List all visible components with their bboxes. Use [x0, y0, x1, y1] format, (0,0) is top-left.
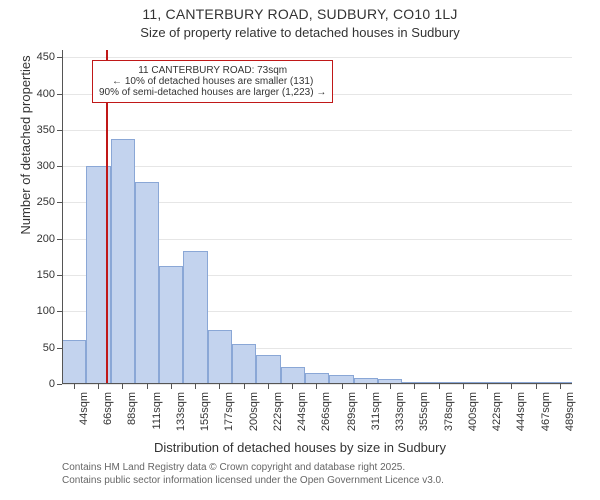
x-tick — [292, 384, 293, 389]
x-tick-label: 333sqm — [394, 392, 406, 438]
y-tick-label: 150 — [27, 269, 55, 281]
x-tick-label: 177sqm — [223, 392, 235, 438]
gridline — [62, 57, 572, 58]
x-tick — [439, 384, 440, 389]
histogram-bar — [232, 344, 256, 384]
x-tick-label: 244sqm — [296, 392, 308, 438]
x-tick-label: 422sqm — [491, 392, 503, 438]
chart-container: 11, CANTERBURY ROAD, SUDBURY, CO10 1LJ S… — [0, 0, 600, 500]
x-tick-label: 133sqm — [175, 392, 187, 438]
x-tick-label: 88sqm — [126, 392, 138, 438]
x-tick — [98, 384, 99, 389]
x-tick — [511, 384, 512, 389]
y-tick-label: 350 — [27, 124, 55, 136]
footer-line-1: Contains HM Land Registry data © Crown c… — [62, 462, 405, 473]
x-tick-label: 200sqm — [248, 392, 260, 438]
histogram-bar — [281, 367, 305, 384]
y-tick-label: 100 — [27, 305, 55, 317]
x-tick — [147, 384, 148, 389]
histogram-bar — [256, 355, 280, 384]
x-tick-label: 66sqm — [102, 392, 114, 438]
x-tick — [316, 384, 317, 389]
footer-line-2: Contains public sector information licen… — [62, 475, 444, 486]
y-tick-label: 450 — [27, 51, 55, 63]
y-axis-label: Number of detached properties — [18, 0, 33, 312]
x-tick-label: 266sqm — [320, 392, 332, 438]
x-tick — [219, 384, 220, 389]
x-tick — [487, 384, 488, 389]
x-tick — [342, 384, 343, 389]
x-tick — [122, 384, 123, 389]
callout-line: 11 CANTERBURY ROAD: 73sqm — [99, 65, 326, 76]
plot-area: 11 CANTERBURY ROAD: 73sqm← 10% of detach… — [62, 50, 572, 384]
x-tick — [268, 384, 269, 389]
x-tick-label: 400sqm — [467, 392, 479, 438]
x-tick — [366, 384, 367, 389]
x-tick-label: 222sqm — [272, 392, 284, 438]
y-tick-label: 50 — [27, 342, 55, 354]
histogram-bar — [135, 182, 159, 384]
x-tick-label: 467sqm — [540, 392, 552, 438]
x-tick-label: 155sqm — [199, 392, 211, 438]
histogram-bar — [183, 251, 207, 384]
x-tick-label: 311sqm — [370, 392, 382, 438]
x-tick-label: 44sqm — [78, 392, 90, 438]
x-tick — [195, 384, 196, 389]
y-tick-label: 250 — [27, 196, 55, 208]
callout-line: ← 10% of detached houses are smaller (13… — [99, 76, 326, 87]
x-tick-label: 355sqm — [418, 392, 430, 438]
x-tick-label: 444sqm — [515, 392, 527, 438]
callout-line: 90% of semi-detached houses are larger (… — [99, 87, 326, 98]
histogram-bar — [62, 340, 86, 384]
x-tick — [414, 384, 415, 389]
y-tick — [57, 384, 62, 385]
callout-box: 11 CANTERBURY ROAD: 73sqm← 10% of detach… — [92, 60, 333, 103]
x-tick — [244, 384, 245, 389]
page-title: 11, CANTERBURY ROAD, SUDBURY, CO10 1LJ — [0, 6, 600, 22]
x-tick-label: 289sqm — [346, 392, 358, 438]
histogram-bar — [208, 330, 232, 384]
x-tick-label: 378sqm — [443, 392, 455, 438]
histogram-bar — [111, 139, 135, 384]
y-tick-label: 300 — [27, 160, 55, 172]
y-axis-line — [62, 50, 63, 384]
x-tick — [560, 384, 561, 389]
x-tick — [390, 384, 391, 389]
gridline — [62, 166, 572, 167]
page-subtitle: Size of property relative to detached ho… — [0, 25, 600, 40]
x-tick — [536, 384, 537, 389]
x-axis-label: Distribution of detached houses by size … — [0, 440, 600, 455]
x-tick — [463, 384, 464, 389]
x-tick — [74, 384, 75, 389]
y-tick-label: 400 — [27, 88, 55, 100]
x-tick-label: 111sqm — [151, 392, 163, 438]
histogram-bar — [159, 266, 183, 384]
y-tick-label: 0 — [27, 378, 55, 390]
gridline — [62, 130, 572, 131]
x-tick — [171, 384, 172, 389]
x-tick-label: 489sqm — [564, 392, 576, 438]
y-tick-label: 200 — [27, 233, 55, 245]
